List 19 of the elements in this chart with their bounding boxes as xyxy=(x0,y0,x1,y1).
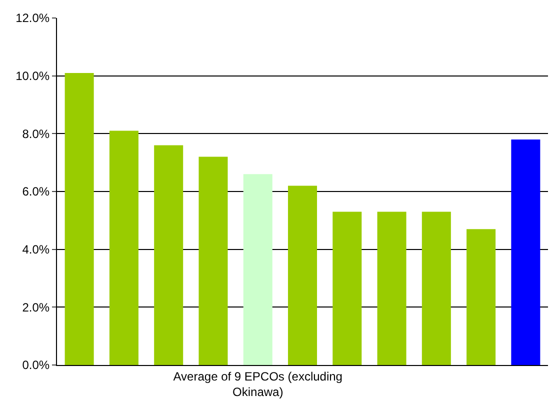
bar xyxy=(422,212,451,365)
bar xyxy=(466,229,496,365)
y-tick-label: 10.0% xyxy=(16,69,50,84)
bar xyxy=(109,130,138,365)
bar xyxy=(64,72,94,365)
bar xyxy=(198,156,228,365)
y-tick-label: 8.0% xyxy=(22,126,50,141)
y-tick-label: 12.0% xyxy=(16,11,50,26)
x-tick-label: Average of 9 EPCOs (excluding Okinawa) xyxy=(173,369,342,399)
bar xyxy=(332,212,362,365)
y-tick-label: 0.0% xyxy=(22,358,50,372)
bar xyxy=(243,174,272,365)
y-tick-label: 2.0% xyxy=(22,300,50,314)
y-tick-label: 6.0% xyxy=(22,184,50,199)
bar xyxy=(511,139,540,365)
bar xyxy=(377,212,406,365)
bar xyxy=(288,186,318,365)
y-tick-label: 4.0% xyxy=(22,242,50,257)
bar xyxy=(154,145,184,365)
